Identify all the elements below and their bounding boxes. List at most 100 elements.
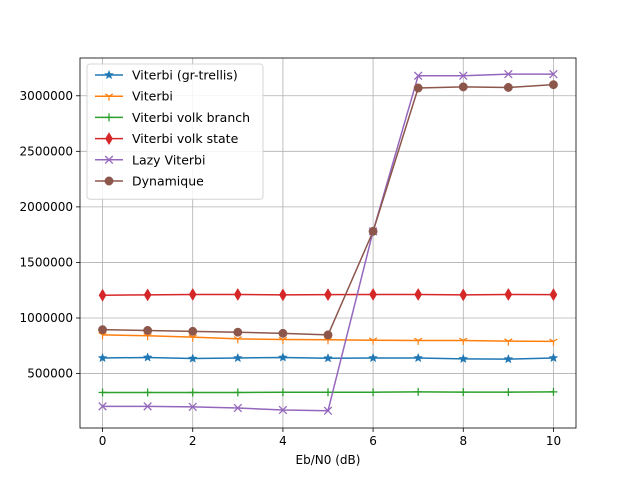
data-point <box>504 338 513 346</box>
data-point <box>369 287 377 301</box>
legend-label: Dynamique <box>132 174 204 189</box>
legend-marker <box>105 113 113 122</box>
legend-label: Viterbi <box>132 89 173 104</box>
legend: Viterbi (gr-trellis) Viterbi Viterbi volk … <box>86 63 264 200</box>
plot-frame <box>79 57 577 429</box>
data-point <box>458 82 468 92</box>
data-point <box>459 337 468 345</box>
x-axis: 0 2 4 6 8 10 <box>99 428 561 448</box>
y-tick-label: 1000000 <box>20 311 73 325</box>
y-tick-label: 2000000 <box>20 200 73 214</box>
legend-label: Viterbi (gr-trellis) <box>132 68 238 83</box>
data-point <box>323 330 333 340</box>
x-tick-label: 6 <box>369 434 377 448</box>
data-point <box>98 388 107 397</box>
data-point <box>188 388 197 397</box>
y-tick-label: 2500000 <box>20 144 73 158</box>
data-point <box>188 334 197 342</box>
x-axis-label: Eb/N0 (dB) <box>296 453 361 467</box>
data-point <box>504 388 513 397</box>
data-point <box>277 352 288 362</box>
data-point <box>504 69 513 79</box>
legend-item: Viterbi volk branch <box>95 110 250 125</box>
data-point <box>413 337 423 345</box>
legend-label: Lazy Viterbi <box>132 152 205 167</box>
legend-item: Viterbi <box>95 89 173 104</box>
legend-box <box>86 63 264 200</box>
data-point <box>368 337 378 345</box>
data-point <box>549 69 558 79</box>
legend-marker <box>104 176 114 186</box>
legend-marker <box>104 93 114 101</box>
data-point <box>233 336 243 344</box>
data-point <box>278 405 288 415</box>
data-point <box>549 288 558 302</box>
data-point <box>503 353 514 364</box>
x-tick-label: 4 <box>279 434 287 448</box>
data-point <box>143 288 152 302</box>
data-point <box>459 288 468 302</box>
data-point <box>98 332 107 340</box>
data-point <box>98 325 107 335</box>
data-point <box>143 325 153 335</box>
data-point <box>98 402 107 411</box>
data-point <box>369 388 378 397</box>
series-layer <box>97 69 559 416</box>
data-point <box>188 287 197 301</box>
data-point <box>549 80 558 90</box>
data-point <box>368 352 379 363</box>
data-point <box>324 288 332 302</box>
data-point <box>232 352 243 363</box>
data-point <box>278 336 288 345</box>
y-tick-label: 3000000 <box>20 89 73 103</box>
y-tick-label: 1500000 <box>20 255 73 269</box>
data-point <box>278 328 288 338</box>
data-point <box>549 387 558 396</box>
x-tick-label: 8 <box>459 434 467 448</box>
y-axis: 500000 1000000 1500000 2000000 2500000 300000… <box>20 89 80 381</box>
data-point <box>413 71 423 81</box>
series-3 <box>98 287 558 302</box>
data-point <box>279 288 287 302</box>
data-point <box>459 71 468 81</box>
data-point <box>323 353 333 363</box>
data-point <box>503 82 513 92</box>
data-point <box>142 352 153 362</box>
legend-marker <box>104 69 114 80</box>
x-tick-label: 0 <box>99 434 107 448</box>
data-point <box>414 387 423 396</box>
data-point <box>187 353 198 363</box>
data-point <box>323 406 333 416</box>
legend-marker <box>105 132 113 146</box>
legend-label: Viterbi volk branch <box>132 110 250 125</box>
x-tick-label: 2 <box>189 434 197 448</box>
legend-item: Dynamique <box>95 174 204 189</box>
data-point <box>278 388 287 397</box>
data-point <box>459 388 468 397</box>
legend-marker <box>104 155 114 165</box>
legend-label: Viterbi volk state <box>132 131 239 146</box>
legend-item: Viterbi volk state <box>95 131 239 146</box>
data-point <box>458 353 469 364</box>
series-1 <box>98 332 558 346</box>
data-point <box>548 352 559 363</box>
series-2 <box>98 387 558 397</box>
data-point <box>143 332 152 341</box>
data-point <box>413 83 423 93</box>
data-point <box>143 402 152 411</box>
data-point <box>233 287 242 301</box>
data-point <box>188 326 198 336</box>
legend-item: Viterbi (gr-trellis) <box>95 68 238 83</box>
series-5 <box>98 80 558 340</box>
data-point <box>549 338 558 346</box>
series-0 <box>97 352 559 364</box>
legend-item: Lazy Viterbi <box>95 152 205 167</box>
data-point <box>368 226 378 236</box>
data-point <box>324 388 332 397</box>
data-point <box>97 352 108 363</box>
data-point <box>143 388 152 397</box>
data-point <box>188 402 197 412</box>
y-tick-label: 500000 <box>27 367 73 381</box>
data-point <box>504 287 513 301</box>
